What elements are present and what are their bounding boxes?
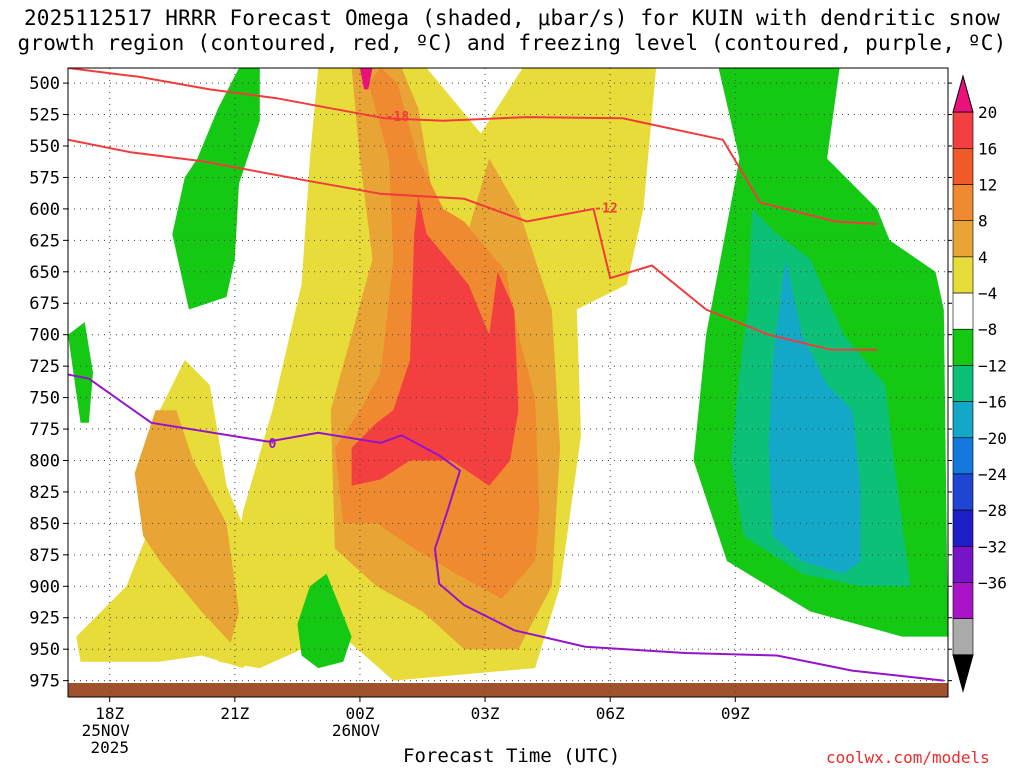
colorbar-top-arrow bbox=[952, 74, 974, 113]
omega-region-6 bbox=[359, 68, 373, 90]
y-tick-label-18: 950 bbox=[29, 640, 60, 660]
colorbar-label-8: −16 bbox=[978, 393, 1007, 412]
y-tick-label-14: 850 bbox=[29, 514, 60, 534]
colorbar-swatch-7 bbox=[952, 328, 974, 366]
y-tick-label-11: 775 bbox=[29, 420, 60, 440]
omega-region-2 bbox=[134, 410, 239, 643]
colorbar-swatch-5 bbox=[952, 256, 974, 294]
colorbar-swatch-8 bbox=[952, 365, 974, 402]
plot-frame bbox=[67, 67, 949, 698]
y-tick-label-1: 525 bbox=[29, 106, 60, 126]
omega-region-5 bbox=[351, 196, 519, 486]
y-tick-label-10: 750 bbox=[29, 389, 60, 409]
x-tick-date-2: 26NOV bbox=[332, 721, 381, 740]
colorbar-label-5: −4 bbox=[978, 284, 997, 303]
x-tick-label-2: 00Z bbox=[345, 704, 374, 723]
colorbar-swatch-4 bbox=[952, 220, 974, 258]
x-tick-label-1: 21Z bbox=[220, 704, 249, 723]
x-tick-year-0: 2025 bbox=[90, 738, 129, 757]
colorbar-label-11: −28 bbox=[978, 501, 1007, 520]
x-tick-label-3: 03Z bbox=[471, 704, 500, 723]
y-tick-label-2: 550 bbox=[29, 137, 60, 157]
y-tick-label-13: 825 bbox=[29, 483, 60, 503]
colorbar-swatch-13 bbox=[952, 545, 974, 583]
colorbar-label-6: −8 bbox=[978, 320, 997, 339]
y-tick-label-19: 975 bbox=[29, 672, 60, 692]
x-tick-label-5: 09Z bbox=[721, 704, 750, 723]
colorbar-swatch-9 bbox=[952, 401, 974, 439]
contour-label-1: -12 bbox=[594, 202, 617, 217]
colorbar-swatch-10 bbox=[952, 437, 974, 475]
y-tick-label-4: 600 bbox=[29, 200, 60, 220]
contour-label-0: -18 bbox=[386, 110, 410, 125]
omega-region-12 bbox=[768, 259, 861, 574]
colorbar-label-12: −32 bbox=[978, 537, 1007, 556]
x-tick-label-0: 18Z bbox=[95, 704, 124, 723]
contour-line-14 bbox=[68, 68, 878, 225]
colorbar-label-3: 8 bbox=[978, 212, 988, 231]
plot-area: -18 -12 0 bbox=[68, 68, 948, 697]
contour-label-2: 0 bbox=[268, 437, 276, 452]
colorbar-swatch-11 bbox=[952, 473, 974, 511]
colorbar-label-7: −12 bbox=[978, 356, 1007, 375]
colorbar-swatch-3 bbox=[952, 184, 974, 222]
y-tick-label-12: 800 bbox=[29, 451, 60, 471]
x-axis-label: Forecast Time (UTC) bbox=[403, 745, 621, 767]
colorbar-swatch-14 bbox=[952, 582, 974, 619]
colorbar-swatch-15 bbox=[952, 618, 974, 656]
omega-region-8 bbox=[68, 322, 93, 423]
omega-region-9 bbox=[297, 573, 352, 669]
colorbar-swatch-1 bbox=[952, 111, 974, 149]
colorbar-label-10: −24 bbox=[978, 465, 1007, 484]
y-tick-label-0: 500 bbox=[29, 74, 60, 94]
title-line-1: 2025112517 HRRR Forecast Omega (shaded, … bbox=[23, 6, 1001, 30]
colorbar-label-4: 4 bbox=[978, 248, 988, 267]
chart-title: 2025112517 HRRR Forecast Omega (shaded, … bbox=[0, 6, 1024, 56]
omega-region-7 bbox=[172, 68, 260, 310]
ground-surface bbox=[68, 683, 948, 697]
x-tick-date-0: 25NOV bbox=[82, 721, 131, 740]
title-line-2: growth region (contoured, red, ºC) and f… bbox=[17, 31, 1007, 55]
colorbar-label-13: −36 bbox=[978, 573, 1007, 592]
y-tick-label-8: 700 bbox=[29, 326, 60, 346]
colorbar-label-0: 20 bbox=[978, 103, 997, 122]
y-tick-label-5: 625 bbox=[29, 231, 60, 251]
colorbar-swatch-6 bbox=[952, 292, 974, 330]
y-tick-label-7: 675 bbox=[29, 294, 60, 314]
y-tick-label-6: 650 bbox=[29, 263, 60, 283]
y-tick-label-15: 875 bbox=[29, 546, 60, 566]
y-tick-label-16: 900 bbox=[29, 577, 60, 597]
colorbar-label-1: 16 bbox=[978, 139, 997, 158]
colorbar-bottom-arrow bbox=[952, 654, 974, 693]
x-tick-label-4: 06Z bbox=[596, 704, 625, 723]
y-tick-label-3: 575 bbox=[29, 168, 60, 188]
colorbar-label-2: 12 bbox=[978, 176, 997, 195]
contour-line-13 bbox=[68, 138, 878, 351]
site-credit[interactable]: coolwx.com/models bbox=[826, 748, 990, 767]
contour-line-15 bbox=[68, 373, 944, 682]
y-tick-label-9: 725 bbox=[29, 357, 60, 377]
y-tick-label-17: 925 bbox=[29, 609, 60, 629]
colorbar-label-9: −20 bbox=[978, 429, 1007, 448]
colorbar-swatch-2 bbox=[952, 148, 974, 185]
colorbar-swatch-12 bbox=[952, 509, 974, 547]
